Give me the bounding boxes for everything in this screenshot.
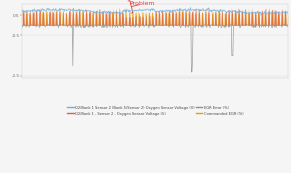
Text: Problem: Problem — [128, 1, 155, 13]
Legend: O2/Bank 1 Sensor 2 (Bank 5/Sensor 2) Oxygen Sensor Voltage (V), O2/Bank 1 - Sens: O2/Bank 1 Sensor 2 (Bank 5/Sensor 2) Oxy… — [66, 104, 245, 117]
